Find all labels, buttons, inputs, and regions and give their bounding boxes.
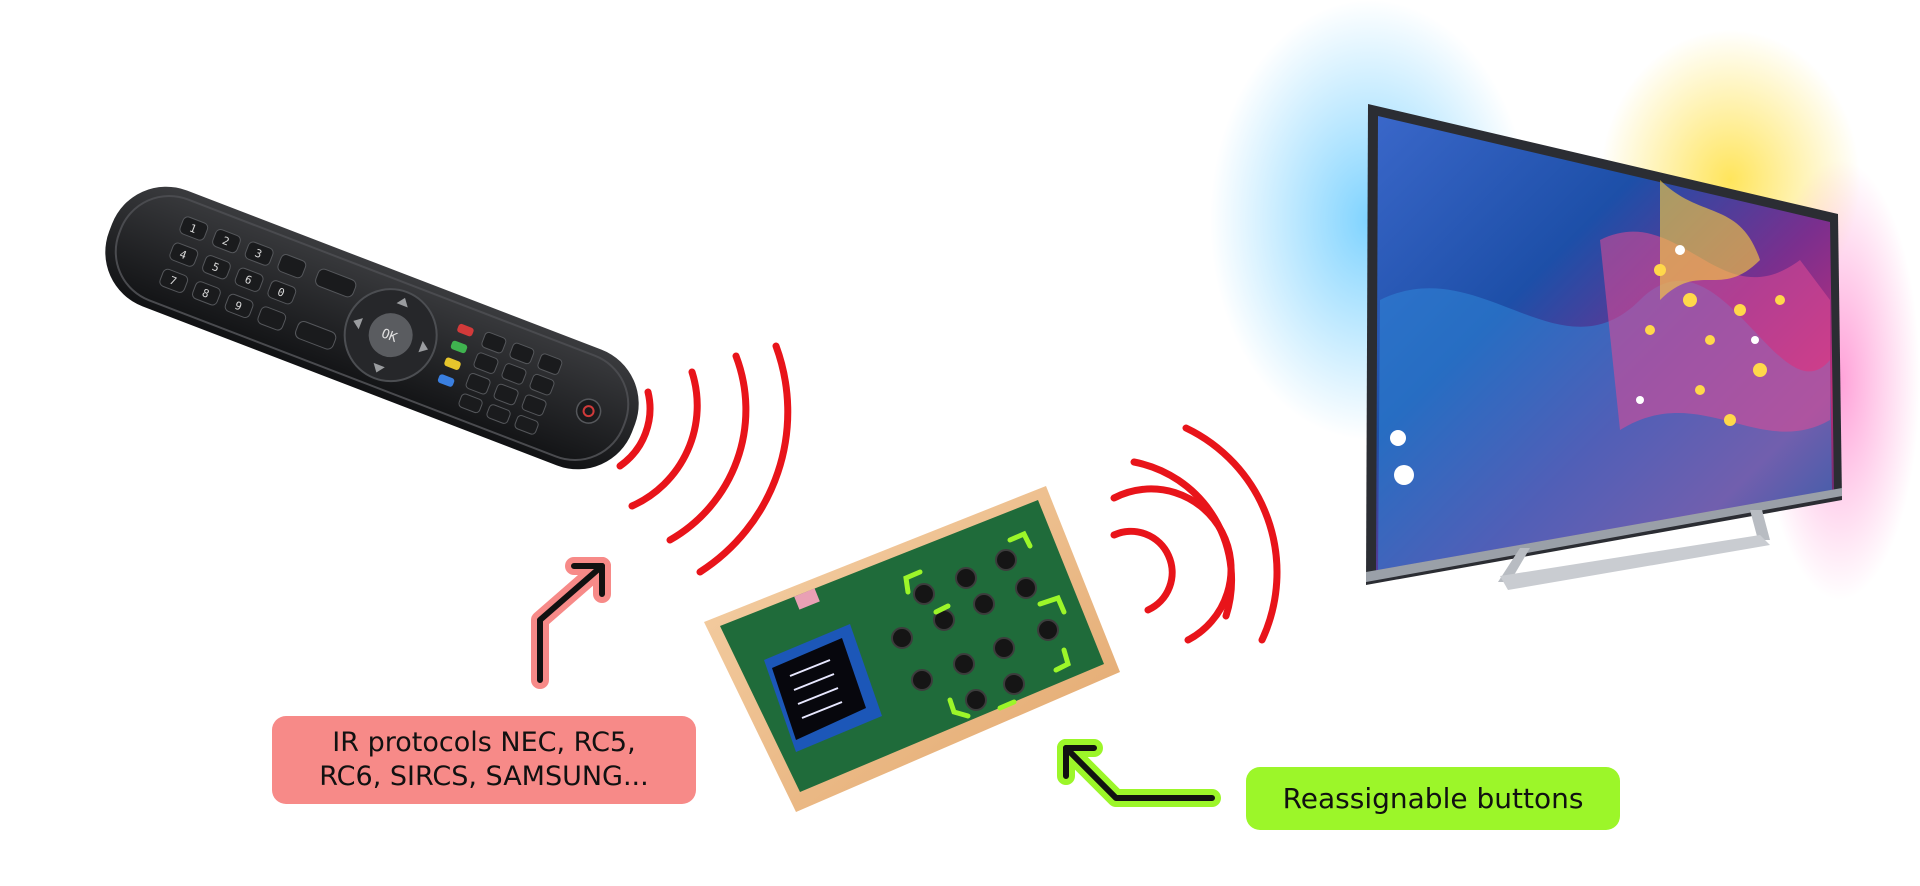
remote-dpad: OK (343, 288, 438, 383)
ir-protocols-arrow (531, 557, 611, 689)
remote-yellow-key (444, 357, 461, 370)
tactile-buttons (891, 549, 1059, 711)
ir-waves-remote (616, 342, 792, 576)
remote-key-1: 1 (188, 222, 199, 237)
remote-key-2: 2 (220, 234, 231, 249)
remote-power-button (575, 398, 602, 424)
power-icon (582, 405, 595, 418)
remote-key-5: 5 (210, 260, 221, 275)
remote-key-4: 4 (178, 248, 189, 263)
remote-key-0: 0 (276, 285, 287, 300)
remote-key-3: 3 (253, 247, 264, 262)
remote-key-8: 8 (200, 286, 211, 301)
ir-protocols-line2: RC6, SIRCS, SAMSUNG... (319, 761, 649, 792)
remote-control: 1 2 3 4 5 6 7 8 9 0 OK (105, 186, 639, 470)
ir-protocols-label: IR protocols NEC, RC5, RC6, SIRCS, SAMSU… (272, 716, 696, 804)
remote-blue-key (437, 374, 455, 387)
buttons-highlight (903, 530, 1071, 719)
oled-display (764, 624, 882, 752)
usb-connector (794, 588, 820, 610)
ir-waves-device (1110, 424, 1281, 644)
remote-green-key (450, 340, 468, 354)
ir-protocols-line1: IR protocols NEC, RC5, (332, 727, 636, 758)
remote-key-9: 9 (233, 299, 244, 314)
remote-red-key (457, 323, 474, 337)
remote-key-7: 7 (167, 274, 178, 289)
remote-number-keys (159, 216, 357, 350)
reassignable-buttons-arrow (1057, 739, 1221, 807)
tv-illustration (1210, 0, 1920, 600)
ir-device (704, 486, 1120, 812)
reassignable-buttons-label: Reassignable buttons (1246, 767, 1620, 830)
remote-key-6: 6 (243, 273, 254, 288)
remote-function-keys (458, 331, 563, 435)
remote-ok-label: OK (379, 326, 399, 346)
